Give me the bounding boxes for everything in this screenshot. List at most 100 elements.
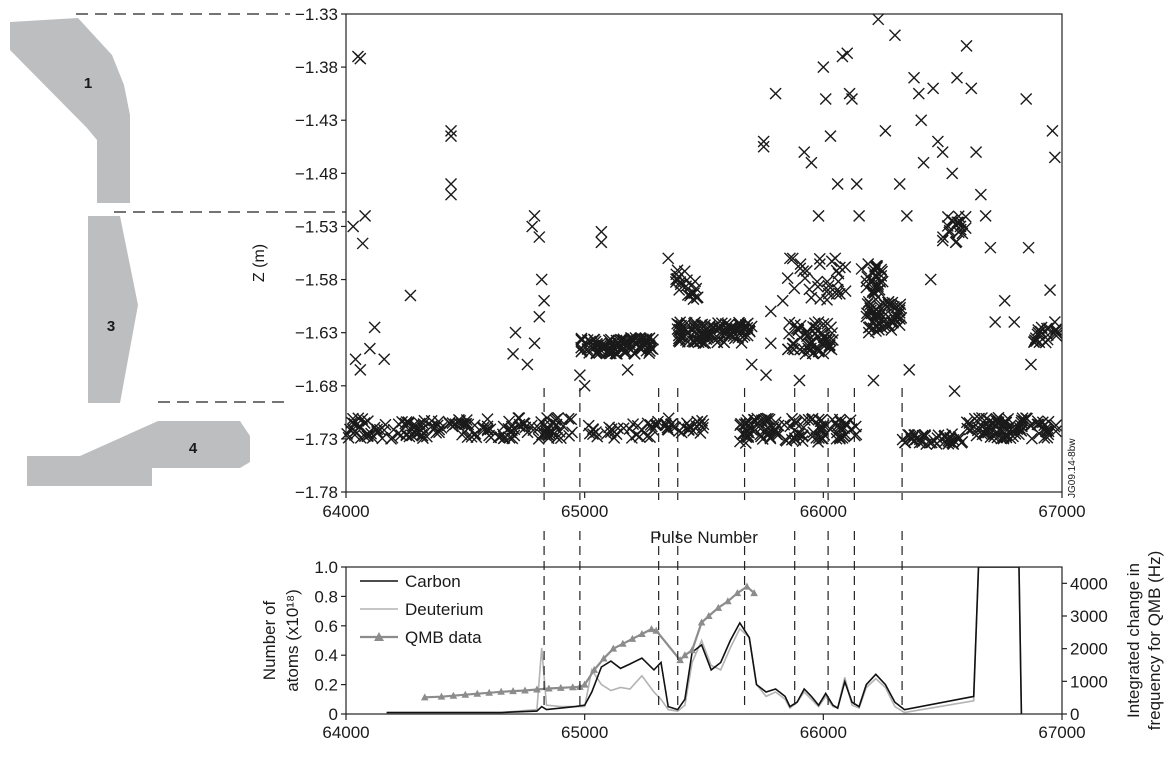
scatter-point-stroke bbox=[538, 294, 551, 307]
scatter-point-stroke bbox=[946, 167, 959, 180]
scatter-point-stroke bbox=[721, 323, 734, 336]
y-axis-label-line1: Number of bbox=[260, 601, 279, 681]
scatter-point bbox=[998, 294, 1011, 307]
scatter-point-stroke bbox=[433, 426, 446, 439]
scatter-point bbox=[876, 275, 889, 288]
scatter-point-stroke bbox=[634, 342, 647, 355]
scatter-point-stroke bbox=[917, 156, 930, 169]
scatter-point-stroke bbox=[573, 369, 586, 382]
scatter-point bbox=[592, 344, 605, 357]
scatter-point-stroke bbox=[829, 252, 842, 265]
scatter-point-stroke bbox=[802, 342, 815, 355]
scatter-point bbox=[813, 252, 826, 265]
scatter-point bbox=[509, 326, 522, 339]
scatter-point-stroke bbox=[578, 379, 591, 392]
scatter-point bbox=[581, 342, 594, 355]
scatter-point-stroke bbox=[888, 29, 901, 42]
scatter-point-stroke bbox=[813, 252, 826, 265]
scatter-point-stroke bbox=[565, 413, 578, 426]
scatter-point bbox=[946, 428, 959, 441]
scatter-point bbox=[349, 353, 362, 366]
scatter-point-stroke bbox=[1048, 151, 1061, 164]
series-carbon-line bbox=[386, 567, 1023, 715]
scatter-point bbox=[445, 177, 458, 190]
scatter-point bbox=[462, 418, 475, 431]
scatter-point bbox=[365, 427, 378, 440]
scatter-point bbox=[1022, 241, 1035, 254]
scatter-point-stroke bbox=[528, 209, 541, 222]
scatter-point bbox=[354, 363, 367, 376]
scatter-point bbox=[763, 413, 776, 426]
series-deuterium-line bbox=[386, 567, 1023, 715]
scatter-point bbox=[533, 310, 546, 323]
scatter-point bbox=[366, 431, 379, 444]
scatter-point bbox=[757, 135, 770, 148]
scatter-point-stroke bbox=[617, 422, 630, 435]
scatter-point bbox=[670, 273, 683, 286]
scatter-point-stroke bbox=[575, 332, 588, 345]
scatter-point bbox=[793, 374, 806, 387]
scatter-point-stroke bbox=[533, 310, 546, 323]
scatter-point-stroke bbox=[875, 263, 888, 276]
scatter-point bbox=[756, 432, 769, 445]
scatter-point-stroke bbox=[879, 124, 892, 137]
scatter-point-stroke bbox=[1016, 412, 1029, 425]
scatter-point-stroke bbox=[841, 47, 854, 60]
scatter-point-stroke bbox=[924, 273, 937, 286]
scatter-point-stroke bbox=[839, 285, 852, 298]
scatter-point bbox=[826, 327, 839, 340]
y-tick-label: −1.48 bbox=[295, 164, 338, 183]
scatter-point-stroke bbox=[793, 374, 806, 387]
scatter-point-stroke bbox=[662, 252, 675, 265]
scatter-point bbox=[446, 417, 459, 430]
scatter-point bbox=[352, 412, 365, 425]
scatter-point-stroke bbox=[356, 237, 369, 250]
scatter-point-stroke bbox=[402, 417, 415, 430]
y-tick-label: −1.33 bbox=[295, 5, 338, 24]
scatter-point-stroke bbox=[627, 418, 640, 431]
scatter-point-stroke bbox=[822, 287, 835, 300]
scatter-point-stroke bbox=[756, 432, 769, 445]
scatter-point-stroke bbox=[1050, 327, 1063, 340]
scatter-point-stroke bbox=[963, 417, 976, 429]
scatter-point-stroke bbox=[1015, 424, 1028, 437]
y-tick-label: −1.73 bbox=[295, 430, 338, 449]
scatter-point bbox=[738, 329, 751, 342]
scatter-point bbox=[1028, 335, 1041, 348]
scatter-point-stroke bbox=[998, 294, 1011, 307]
scatter-point bbox=[790, 322, 803, 335]
scatter-point-stroke bbox=[864, 302, 877, 315]
scatter-point-stroke bbox=[865, 275, 878, 288]
scatter-point bbox=[915, 114, 928, 127]
scatter-point bbox=[811, 280, 824, 293]
scatter-point-stroke bbox=[824, 321, 837, 334]
scatter-point bbox=[981, 420, 994, 433]
scatter-point-stroke bbox=[882, 298, 895, 311]
qmb-data-marker bbox=[420, 693, 429, 701]
qmb-data-marker bbox=[580, 680, 589, 688]
scatter-point bbox=[400, 428, 413, 441]
scatter-point bbox=[822, 284, 835, 297]
scatter-point-stroke bbox=[512, 411, 525, 424]
qmb-data-marker bbox=[497, 687, 505, 695]
scatter-point bbox=[984, 431, 997, 444]
scatter-point-stroke bbox=[685, 287, 698, 300]
scatter-point-stroke bbox=[404, 289, 417, 302]
scatter-point-stroke bbox=[843, 87, 856, 100]
scatter-point bbox=[927, 82, 940, 95]
tile-1-label: 1 bbox=[84, 75, 92, 92]
scatter-point-stroke bbox=[824, 423, 837, 436]
scatter-point bbox=[830, 264, 843, 277]
scatter-point-stroke bbox=[505, 424, 518, 437]
scatter-point bbox=[836, 432, 849, 445]
scatter-point bbox=[834, 416, 847, 429]
scatter-point-stroke bbox=[420, 430, 433, 443]
legend: Carbon Deuterium QMB data bbox=[360, 572, 483, 647]
scatter-point bbox=[528, 209, 541, 222]
scatter-point-stroke bbox=[950, 71, 963, 84]
scatter-point bbox=[349, 425, 362, 438]
scatter-point-stroke bbox=[541, 412, 554, 425]
scatter-point-stroke bbox=[979, 209, 992, 222]
scatter-point-stroke bbox=[507, 347, 520, 360]
